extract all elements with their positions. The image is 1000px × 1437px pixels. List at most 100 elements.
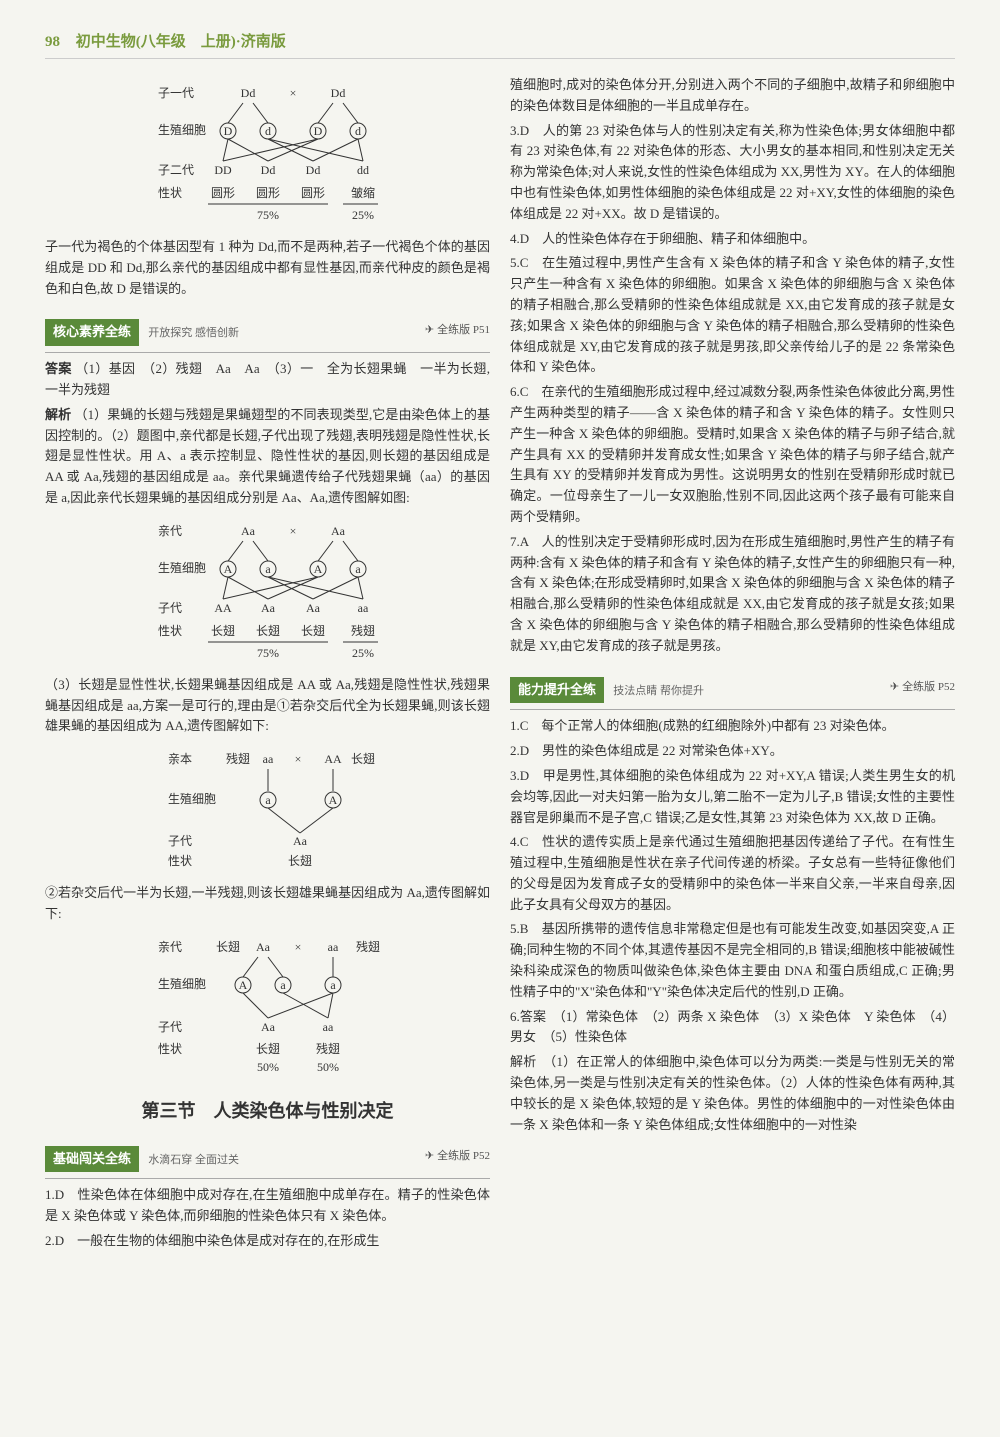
svg-text:D: D [223,124,232,138]
q5: 5.C 在生殖过程中,男性产生含有 X 染色体的精子和含 Y 染色体的精子,女性… [510,253,955,378]
svg-text:子代: 子代 [168,834,192,848]
section-subtitle: 水滴石穿 全面过关 [148,1154,239,1166]
q7: 7.A 人的性别决定于受精卵形成时,因为在形成生殖细胞时,男性产生的精子有两种:… [510,532,955,657]
svg-text:Aa: Aa [306,601,321,615]
svg-text:生殖细胞: 生殖细胞 [158,560,206,575]
svg-text:子一代: 子一代 [158,86,194,100]
diagram-Aa-aa: 亲代 长翅Aa×aa残翅 生殖细胞 A a a 子代 Aaaa 性状 长翅残翅 … [45,933,490,1083]
svg-text:长翅: 长翅 [215,939,239,954]
section-title: 基础闯关全练 [45,1146,139,1173]
svg-text:a: a [265,562,271,576]
svg-text:25%: 25% [352,646,374,660]
svg-text:性状: 性状 [158,1042,182,1056]
svg-text:×: × [289,86,296,100]
section-ability-improve: 能力提升全练 技法点睛 帮你提升 全练版 P52 [510,667,955,711]
section-title: 核心素养全练 [45,319,139,346]
section-basic-practice: 基础闯关全练 水滴石穿 全面过关 全练版 P52 [45,1136,490,1180]
svg-text:AA: AA [324,752,342,766]
svg-text:圆形: 圆形 [300,186,324,200]
svg-text:aa: aa [322,1020,333,1034]
explain-label: 解析 [45,407,71,422]
q3: 3.D 人的第 23 对染色体与人的性别决定有关,称为性染色体;男女体细胞中都有… [510,121,955,225]
diagram-dd-cross: 子一代 Dd×Dd 生殖细胞 D d D d 子二代 DDDdDddd 性状 [45,79,490,229]
svg-text:皱缩: 皱缩 [350,185,374,200]
svg-text:残翅: 残翅 [315,1041,339,1056]
svg-text:a: a [330,978,336,992]
p5: 5.B 基因所携带的遗传信息非常稳定但是也有可能发生改变,如基因突变,A 正确;… [510,919,955,1002]
svg-text:Aa: Aa [241,524,256,538]
svg-text:亲代: 亲代 [158,524,182,538]
svg-text:子代: 子代 [158,601,182,615]
svg-text:圆形: 圆形 [210,186,234,200]
svg-text:a: a [355,562,361,576]
right-column: 殖细胞时,成对的染色体分开,分别进入两个不同的子细胞中,故精子和卵细胞中的染色体… [510,71,955,1256]
svg-text:DD: DD [214,163,232,177]
svg-text:dd: dd [357,163,369,177]
svg-text:子代: 子代 [158,1020,182,1034]
svg-text:×: × [294,940,301,954]
svg-text:a: a [265,793,271,807]
two-column-layout: 子一代 Dd×Dd 生殖细胞 D d D d 子二代 DDDdDddd 性状 [45,71,955,1256]
svg-text:性状: 性状 [158,186,182,200]
svg-text:生殖细胞: 生殖细胞 [168,791,216,806]
svg-text:A: A [238,978,247,992]
svg-text:残翅: 残翅 [350,623,374,638]
svg-text:圆形: 圆形 [255,186,279,200]
svg-text:×: × [294,752,301,766]
svg-text:长翅: 长翅 [350,751,374,766]
p1: 1.C 每个正常人的体细胞(成熟的红细胞除外)中都有 23 对染色体。 [510,716,955,737]
svg-text:长翅: 长翅 [210,623,234,638]
section-title: 能力提升全练 [510,677,604,704]
answer-text: （1）基因 （2）残翅 Aa Aa （3）一 全为长翅果蝇 一半为长翅,一半为残… [45,361,490,397]
svg-text:d: d [355,124,361,138]
svg-text:性状: 性状 [158,624,182,638]
svg-text:Aa: Aa [261,601,276,615]
section-ref: 全练版 P52 [425,1148,490,1166]
svg-text:50%: 50% [317,1060,339,1074]
svg-text:子二代: 子二代 [158,163,194,177]
svg-text:残翅: 残翅 [225,751,249,766]
svg-text:aa: aa [262,752,273,766]
diagram-aa-cross: 亲代 Aa×Aa 生殖细胞 A a A a 子代 AAAaAaaa 性状 [45,517,490,667]
svg-text:Dd: Dd [305,163,320,177]
svg-text:a: a [280,978,286,992]
svg-text:A: A [223,562,232,576]
svg-text:长翅: 长翅 [300,623,324,638]
section-subtitle: 开放探究 感悟创新 [148,327,239,339]
explain-3: （3）长翅是显性性状,长翅果蝇基因组成是 AA 或 Aa,残翅是隐性性状,残翅果… [45,675,490,737]
p3: 3.D 甲是男性,其体细胞的染色体组成为 22 对+XY,A 错误;人类生男生女… [510,766,955,828]
intro-paragraph: 子一代为褐色的个体基因型有 1 种为 Dd,而不是两种,若子一代褐色个体的基因组… [45,237,490,299]
svg-text:Aa: Aa [293,834,308,848]
section-ref: 全练版 P51 [425,322,490,340]
explain-text: （1）果蝇的长翅与残翅是果蝇翅型的不同表现类型,它是由染色体上的基因控制的。（2… [45,407,490,505]
svg-text:×: × [289,524,296,538]
svg-text:长翅: 长翅 [255,623,279,638]
svg-text:长翅: 长翅 [255,1041,279,1056]
book-title: 初中生物(八年级 上册)·济南版 [76,34,286,50]
answer-label: 答案 [45,361,72,376]
page-number: 98 [45,30,60,54]
continuation: 殖细胞时,成对的染色体分开,分别进入两个不同的子细胞中,故精子和卵细胞中的染色体… [510,75,955,117]
svg-text:A: A [313,562,322,576]
svg-text:亲本: 亲本 [168,752,192,766]
explain-block: 解析 （1）果蝇的长翅与残翅是果蝇翅型的不同表现类型,它是由染色体上的基因控制的… [45,405,490,509]
svg-text:50%: 50% [257,1060,279,1074]
svg-text:Aa: Aa [256,940,271,954]
svg-text:Dd: Dd [330,86,345,100]
p6a: 6.答案 （1）常染色体 （2）两条 X 染色体 （3）X 染色体 Y 染色体 … [510,1007,955,1049]
svg-text:亲代: 亲代 [158,940,182,954]
svg-text:Dd: Dd [260,163,275,177]
svg-text:长翅: 长翅 [287,853,311,868]
svg-text:aa: aa [327,940,338,954]
section-ref: 全练版 P52 [890,679,955,697]
svg-text:25%: 25% [352,208,374,222]
answer-block: 答案 （1）基因 （2）残翅 Aa Aa （3）一 全为长翅果蝇 一半为长翅,一… [45,359,490,401]
q1: 1.D 性染色体在体细胞中成对存在,在生殖细胞中成单存在。精子的性染色体是 X … [45,1185,490,1227]
svg-text:性状: 性状 [168,854,192,868]
diagram-aa-AA: 亲本 残翅aa×AA长翅 生殖细胞 a A 子代Aa 性状长翅 [45,745,490,875]
p4: 4.C 性状的遗传实质上是亲代通过生殖细胞把基因传递给了子代。在有性生殖过程中,… [510,832,955,915]
svg-text:d: d [265,124,271,138]
svg-text:D: D [313,124,322,138]
svg-text:aa: aa [357,601,368,615]
q4: 4.D 人的性染色体存在于卵细胞、精子和体细胞中。 [510,229,955,250]
